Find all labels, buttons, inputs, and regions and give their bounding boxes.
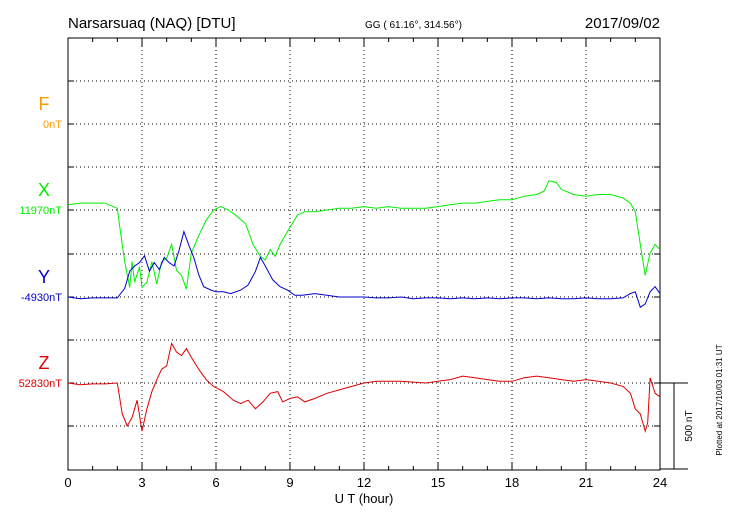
- x-axis-label: U T (hour): [335, 491, 394, 506]
- series-name-z: Z: [39, 353, 50, 373]
- series-labels: F 0nT X 11970nT Y -4930nT Z 52830nT: [19, 94, 63, 390]
- x-tick-label: 18: [505, 475, 519, 490]
- x-tick-label: 0: [64, 475, 71, 490]
- x-tick-label: 9: [286, 475, 293, 490]
- plotted-at-note: Plotted at 2017/10/03 01:31 UT: [715, 344, 724, 455]
- date-label: 2017/09/02: [585, 15, 660, 32]
- series-baseline-y: -4930nT: [21, 292, 62, 304]
- series-baseline-f: 0nT: [43, 119, 62, 131]
- axis-ticks: 0 3 6 9 12 15 18 21 24: [64, 37, 667, 490]
- series-name-x: X: [38, 180, 50, 200]
- plot-grid: [68, 38, 660, 470]
- series-name-f: F: [39, 94, 50, 114]
- series-line-y: [67, 229, 661, 309]
- series-name-y: Y: [38, 267, 50, 287]
- series-baseline-z: 52830nT: [19, 378, 63, 390]
- series-baseline-x: 11970nT: [19, 205, 62, 217]
- x-tick-label: 3: [138, 475, 145, 490]
- station-title: Narsarsuaq (NAQ) [DTU]: [68, 15, 236, 32]
- x-tick-label: 15: [431, 475, 445, 490]
- scale-bar: 500 nT: [660, 382, 695, 470]
- x-tick-label: 24: [653, 475, 667, 490]
- series-lines: [67, 180, 661, 434]
- scale-bar-label: 500 nT: [684, 410, 695, 441]
- series-line-z: [67, 342, 661, 434]
- coordinates-label: GG ( 61.16°, 314.56°): [365, 20, 462, 31]
- series-line-x: [67, 180, 661, 290]
- x-tick-label: 12: [357, 475, 371, 490]
- x-tick-label: 6: [212, 475, 219, 490]
- x-tick-label: 21: [579, 475, 593, 490]
